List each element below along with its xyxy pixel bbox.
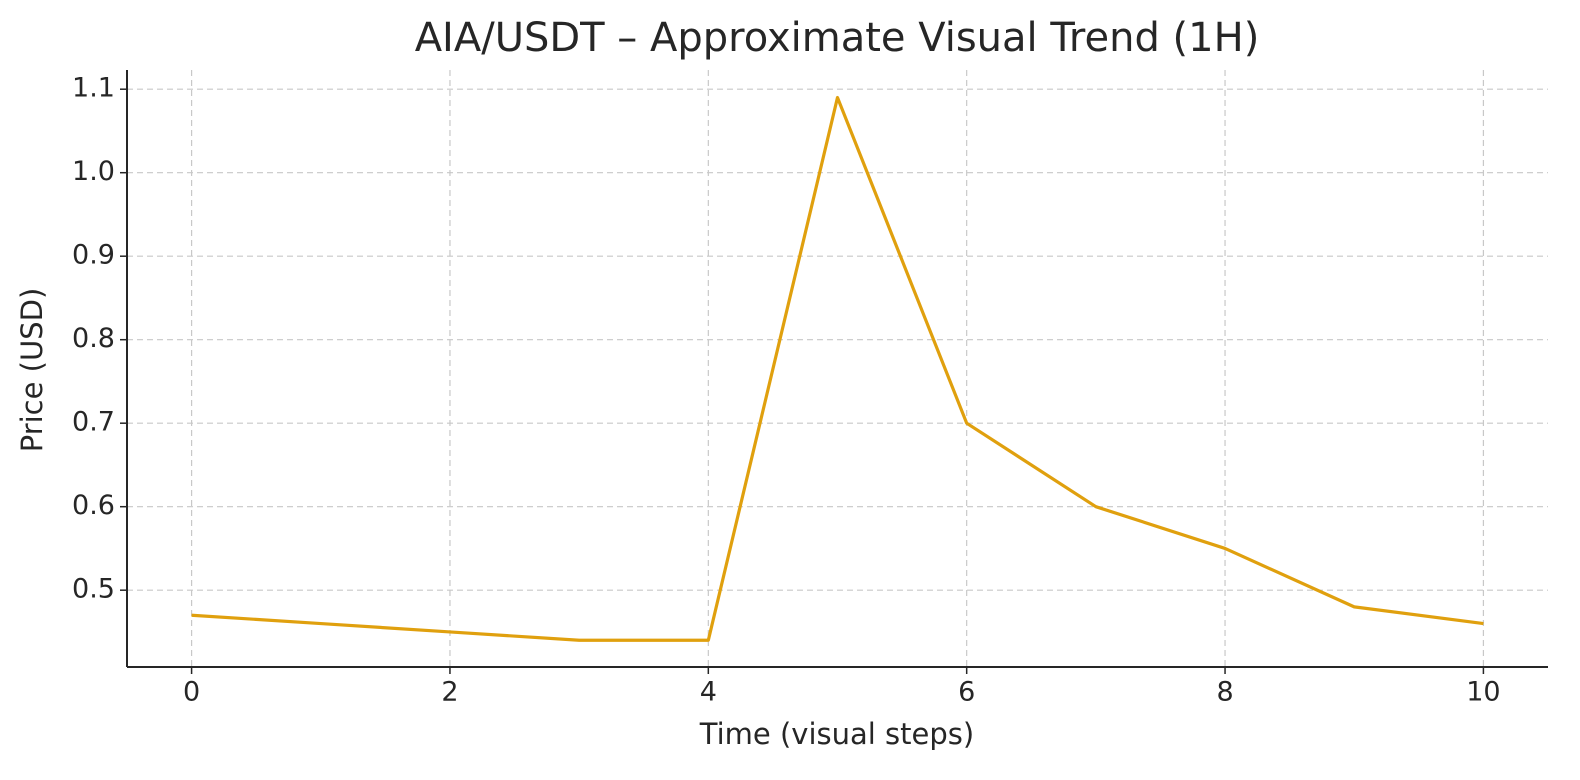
line-series <box>191 95 1484 642</box>
y-tick-label: 0.9 <box>72 240 115 271</box>
x-tick-label: 0 <box>183 677 200 708</box>
y-tick-label: 0.5 <box>72 574 115 605</box>
y-tick-label: 1.0 <box>72 156 115 187</box>
x-tick-label: 2 <box>441 677 458 708</box>
y-tick-label: 1.1 <box>72 73 115 104</box>
x-tick-label: 4 <box>700 677 717 708</box>
y-tick-label: 0.6 <box>72 490 115 521</box>
y-axis-label: Price (USD) <box>15 288 49 453</box>
y-tick-label: 0.8 <box>72 323 115 354</box>
x-tick-label: 6 <box>958 677 975 708</box>
x-tick-label: 8 <box>1216 677 1233 708</box>
chart-title: AIA/USDT – Approximate Visual Trend (1H) <box>415 15 1260 61</box>
y-tick-label: 0.7 <box>72 407 115 438</box>
x-axis-label: Time (visual steps) <box>699 717 974 751</box>
x-tick-label: 10 <box>1466 677 1500 708</box>
